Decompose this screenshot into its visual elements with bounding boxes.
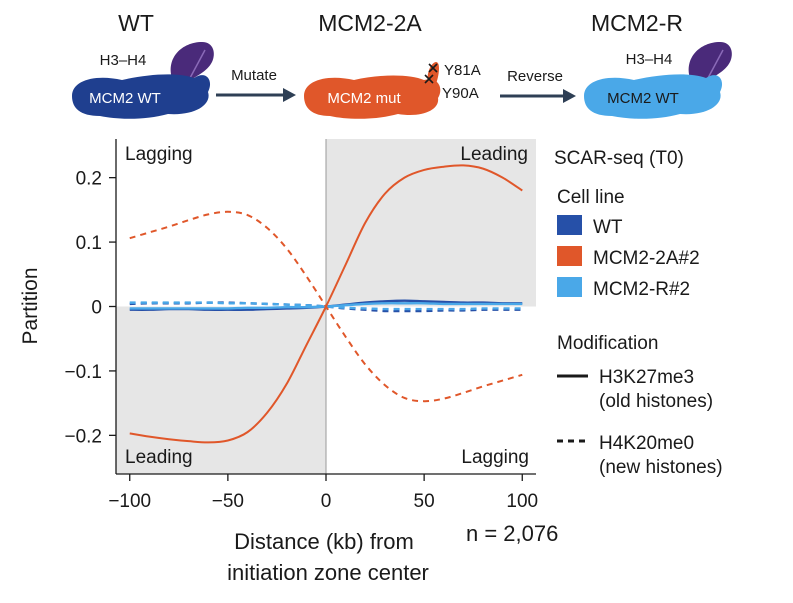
legend-label-mcm2-r: MCM2-R#2 (593, 279, 690, 300)
sample-size-label: n = 2,076 (466, 521, 558, 546)
series-line-mcm2-2a-2-h4k20me0 (129, 210, 523, 403)
y-tick-label: 0.2 (76, 169, 102, 190)
quadrant-label-bottom-right: Lagging (461, 447, 529, 468)
series-layer (129, 164, 523, 444)
x-tick-label: −100 (108, 491, 151, 512)
revert-title: MCM2-R (591, 10, 683, 36)
mutate-label: Mutate (231, 67, 277, 84)
legend-label-mcm2-2a: MCM2-2A#2 (593, 248, 700, 269)
quadrant-label-top-right: Leading (460, 144, 528, 165)
x-tick-label: 50 (414, 491, 435, 512)
wt-protein-label: MCM2 WT (89, 90, 161, 107)
mutant-title: MCM2-2A (318, 10, 422, 36)
wt-title: WT (118, 10, 154, 36)
quadrant-label-bottom-left: Leading (125, 447, 193, 468)
reverse-label: Reverse (507, 68, 563, 85)
legend-title: SCAR-seq (T0) (554, 148, 684, 169)
schematic: WT H3–H4 MCM2 WT Mutate MCM2-2A MCM2 mut… (72, 10, 732, 119)
legend-label-wt: WT (593, 217, 623, 238)
legend: SCAR-seq (T0) Cell line WT MCM2-2A#2 MCM… (554, 148, 723, 478)
quadrant-label-top-left: Lagging (125, 144, 193, 165)
legend-swatch-mcm2-2a (557, 246, 582, 266)
x-axis-label-line2: initiation zone center (227, 560, 429, 585)
mutation-y81a-label: Y81A (444, 62, 481, 79)
legend-cell-line-header: Cell line (557, 187, 625, 208)
legend-swatch-wt (557, 215, 582, 235)
revert-protein-label: MCM2 WT (607, 90, 679, 107)
legend-swatch-mcm2-r (557, 277, 582, 297)
shade-bottom-left (116, 306, 326, 474)
plot-background (116, 139, 536, 474)
y-tick-label: 0.1 (76, 233, 102, 254)
chart: 0.2 0.1 0 −0.1 −0.2 −100 −50 0 50 100 Lagging Lea… (19, 139, 558, 585)
x-tick-label: −50 (212, 491, 244, 512)
x-tick-label: 100 (506, 491, 538, 512)
legend-modification-header: Modification (557, 333, 658, 354)
legend-modification-h3k27me3: H3K27me3 (599, 367, 694, 388)
y-tick-label: 0 (91, 298, 102, 319)
mutant-protein-label: MCM2 mut (327, 90, 401, 107)
wt-histone-icon (170, 42, 214, 84)
y-tick-label: −0.2 (64, 426, 102, 447)
revert-histone-icon (688, 42, 732, 84)
y-axis-label: Partition (19, 267, 42, 344)
revert-histone-label: H3–H4 (626, 51, 673, 68)
reverse-arrow-icon (500, 89, 576, 103)
axes: 0.2 0.1 0 −0.1 −0.2 −100 −50 0 50 100 (64, 139, 538, 512)
wt-histone-label: H3–H4 (100, 52, 147, 69)
mutate-arrow-icon (216, 88, 296, 102)
legend-modification-h3k27me3-note: (old histones) (599, 391, 713, 412)
legend-modification-h4k20me0-note: (new histones) (599, 457, 723, 478)
x-axis-label-line1: Distance (kb) from (234, 529, 414, 554)
legend-modification-h4k20me0: H4K20me0 (599, 433, 694, 454)
revert-mcm2-protein-icon (584, 74, 723, 119)
mutation-cross-icon (424, 63, 438, 84)
wt-mcm2-protein-icon (72, 74, 211, 119)
mutation-y90a-label: Y90A (442, 85, 479, 102)
x-tick-label: 0 (321, 491, 332, 512)
shade-top-right (326, 139, 536, 307)
y-tick-label: −0.1 (64, 362, 102, 383)
